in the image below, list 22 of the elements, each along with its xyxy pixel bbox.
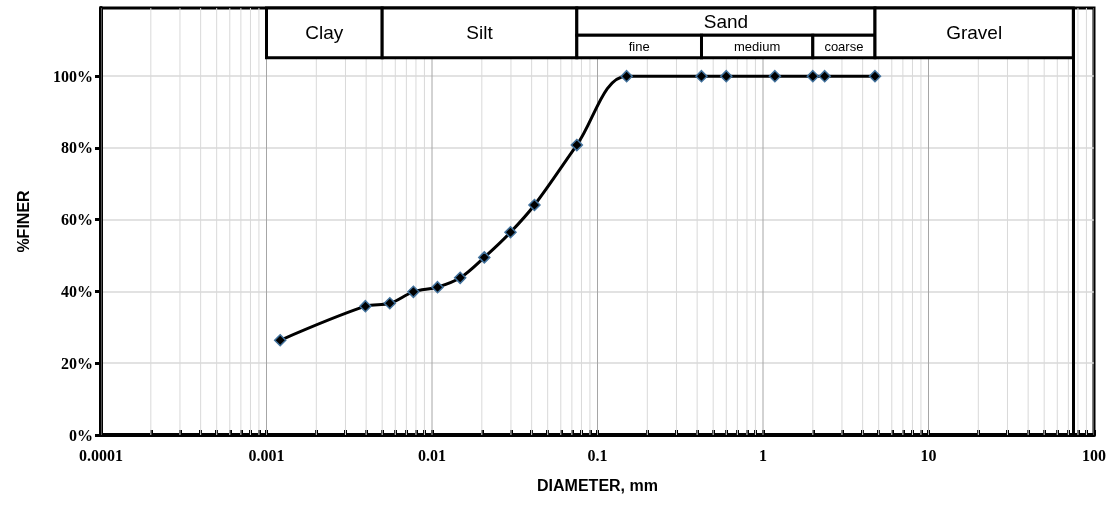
x-tick-label: 0.001 bbox=[248, 446, 285, 464]
band-label: Clay bbox=[305, 22, 344, 44]
x-tick-label: 0.0001 bbox=[79, 446, 123, 464]
y-tick-label: 60% bbox=[61, 211, 93, 229]
band-label: coarse bbox=[824, 39, 864, 55]
band-label: Gravel bbox=[946, 22, 1003, 44]
x-axis-title: DIAMETER, mm bbox=[537, 476, 658, 494]
band-label: fine bbox=[628, 39, 650, 55]
y-tick-label: 0% bbox=[69, 426, 93, 444]
y-axis-title: %FINER bbox=[14, 189, 32, 253]
x-tick-label: 0.1 bbox=[587, 446, 608, 464]
y-tick-label: 20% bbox=[61, 354, 93, 372]
band-label: Sand bbox=[703, 11, 749, 33]
x-tick-label: 10 bbox=[920, 446, 937, 464]
band-label: Silt bbox=[466, 22, 494, 44]
y-tick-label: 80% bbox=[61, 139, 93, 157]
y-tick-label: 100% bbox=[53, 67, 93, 85]
x-tick-label: 0.01 bbox=[418, 446, 446, 464]
x-tick-label: 100 bbox=[1082, 446, 1106, 464]
y-tick-label: 40% bbox=[61, 282, 93, 300]
x-tick-label: 1 bbox=[759, 446, 767, 464]
band-label: medium bbox=[734, 39, 781, 55]
